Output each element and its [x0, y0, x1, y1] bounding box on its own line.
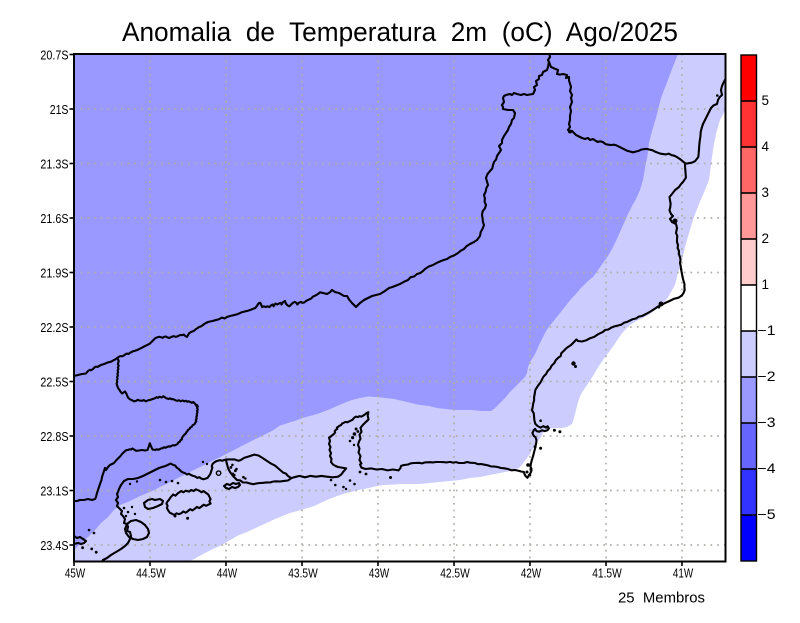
svg-text:−3: −3 — [758, 415, 776, 430]
svg-text:−1: −1 — [758, 323, 776, 338]
svg-text:4: 4 — [762, 139, 770, 154]
svg-text:−5: −5 — [758, 507, 776, 522]
svg-text:21.3S: 21.3S — [40, 158, 68, 172]
svg-text:23.1S: 23.1S — [40, 485, 68, 499]
svg-text:−4: −4 — [758, 461, 777, 476]
svg-text:43W: 43W — [369, 566, 389, 580]
svg-text:22.5S: 22.5S — [40, 376, 68, 390]
svg-text:41W: 41W — [673, 566, 693, 580]
svg-text:22.8S: 22.8S — [40, 430, 68, 444]
svg-text:3: 3 — [762, 185, 770, 200]
svg-text:41.5W: 41.5W — [592, 566, 622, 580]
svg-text:21.9S: 21.9S — [40, 267, 68, 281]
svg-text:−2: −2 — [758, 369, 776, 384]
svg-text:Anomalia de Temperatura 2m: Anomalia de Temperatura 2m (oC) Ago/2025 — [122, 17, 678, 47]
svg-text:42.5W: 42.5W — [440, 566, 470, 580]
svg-text:25 Membros: 25 Membros — [618, 590, 705, 606]
svg-text:44W: 44W — [217, 566, 237, 580]
svg-text:2: 2 — [762, 231, 770, 246]
svg-text:21.6S: 21.6S — [40, 212, 68, 226]
svg-text:1: 1 — [762, 277, 770, 292]
svg-text:43.5W: 43.5W — [288, 566, 318, 580]
svg-text:20.7S: 20.7S — [40, 49, 68, 63]
svg-text:22.2S: 22.2S — [40, 321, 68, 335]
svg-text:5: 5 — [762, 93, 770, 108]
svg-text:21S: 21S — [50, 103, 69, 117]
svg-text:45W: 45W — [65, 566, 85, 580]
svg-text:44.5W: 44.5W — [136, 566, 166, 580]
svg-text:42W: 42W — [521, 566, 541, 580]
svg-text:23.4S: 23.4S — [40, 539, 68, 553]
